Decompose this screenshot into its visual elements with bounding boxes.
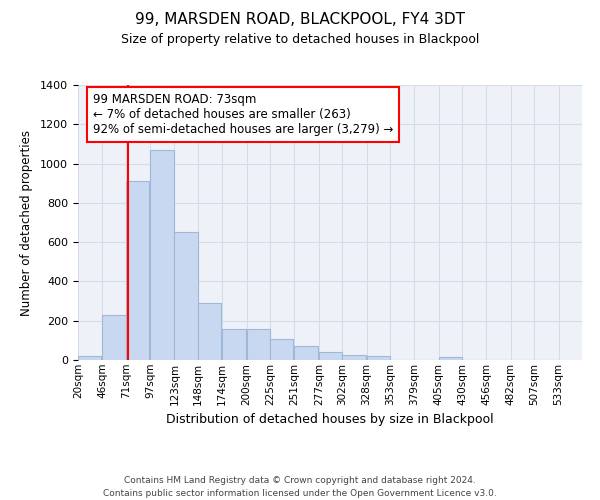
- Bar: [126, 181, 149, 360]
- Bar: [367, 356, 390, 360]
- Bar: [270, 339, 293, 360]
- Bar: [319, 352, 342, 360]
- Bar: [175, 232, 198, 360]
- Bar: [439, 357, 462, 360]
- Bar: [295, 346, 318, 360]
- Text: Contains HM Land Registry data © Crown copyright and database right 2024.
Contai: Contains HM Land Registry data © Crown c…: [103, 476, 497, 498]
- Bar: [198, 304, 221, 360]
- Bar: [222, 328, 245, 360]
- Text: Size of property relative to detached houses in Blackpool: Size of property relative to detached ho…: [121, 32, 479, 46]
- Bar: [150, 150, 173, 360]
- X-axis label: Distribution of detached houses by size in Blackpool: Distribution of detached houses by size …: [166, 413, 494, 426]
- Text: 99 MARSDEN ROAD: 73sqm
← 7% of detached houses are smaller (263)
92% of semi-det: 99 MARSDEN ROAD: 73sqm ← 7% of detached …: [93, 93, 394, 136]
- Y-axis label: Number of detached properties: Number of detached properties: [20, 130, 33, 316]
- Bar: [247, 329, 270, 360]
- Bar: [78, 356, 101, 360]
- Text: 99, MARSDEN ROAD, BLACKPOOL, FY4 3DT: 99, MARSDEN ROAD, BLACKPOOL, FY4 3DT: [135, 12, 465, 28]
- Bar: [103, 315, 126, 360]
- Bar: [342, 354, 365, 360]
